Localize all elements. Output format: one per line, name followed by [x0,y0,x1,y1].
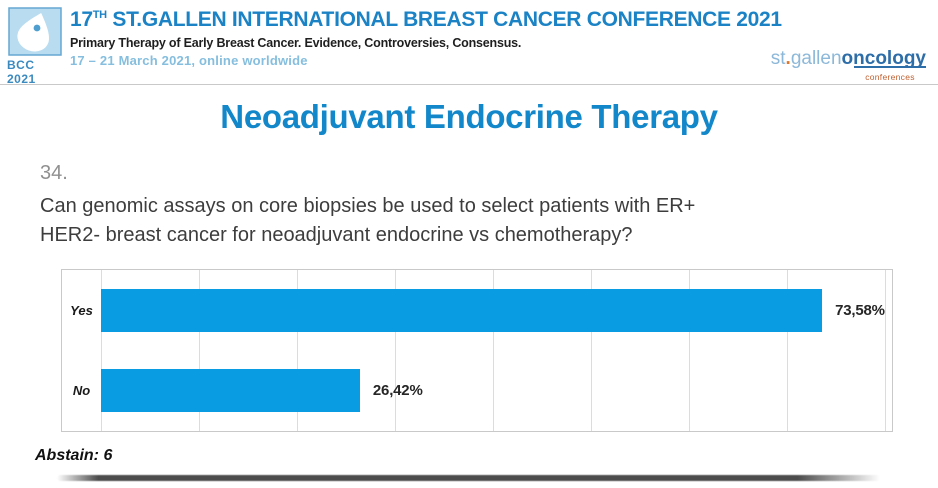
bcc-drop-icon [8,7,62,56]
bar-no [101,369,360,413]
abstain-count: Abstain: 6 [35,447,113,464]
gridline [297,270,298,431]
logo-text-gallen: gallen [790,48,842,69]
logo-text-conferences: conferences [865,72,915,82]
bcc-logo [8,7,62,56]
category-labels: Yes No [62,270,101,431]
category-label-yes: Yes [70,302,93,318]
conference-title-rest: ST.GALLEN INTERNATIONAL BREAST CANCER CO… [106,8,782,31]
gridline [591,270,592,431]
stgallen-oncology-logo: st.gallenoncology conferences [771,49,926,84]
conference-title-ordinal: TH [92,9,107,21]
bar-yes [101,288,823,332]
gridline [395,270,396,431]
question-number: 34. [40,162,68,184]
logo-text-oncology: oncology [841,48,926,69]
logo-underline: conferences [854,66,926,84]
logo-dot: . [785,48,791,69]
slide-title: Neoadjuvant Endocrine Therapy [220,98,718,135]
conference-dates: 17 – 21 March 2021, online worldwide [70,53,308,68]
bar-row-no: 26,42% [101,369,885,413]
category-label-no: No [72,383,91,399]
question-text: Can genomic assays on core biopsies be u… [40,192,800,250]
logo-text-st: st [770,48,786,69]
gridline [101,270,102,431]
bar-value-label-no: 26,42% [372,382,423,400]
conference-header: BCC 2021 17TH ST.GALLEN INTERNATIONAL BR… [0,0,938,86]
question-line-2: HER2- breast cancer for neoadjuvant endo… [40,224,633,246]
bottom-bar [57,475,880,481]
bcc-year-label: BCC 2021 [7,58,36,86]
gridline [199,270,200,431]
gridline [885,270,886,431]
bar-value-label-yes: 73,58% [835,301,885,319]
conference-title-number: 17 [70,8,93,31]
conference-title: 17TH ST.GALLEN INTERNATIONAL BREAST CANC… [70,8,782,32]
gridline [787,270,788,431]
conference-subtitle: Primary Therapy of Early Breast Cancer. … [70,36,522,50]
bar-row-yes: 73,58% [101,288,885,332]
poll-bar-chart: Yes No 73,58% 26,42% [61,269,893,432]
gridline [689,270,690,431]
question-line-1: Can genomic assays on core biopsies be u… [40,195,696,217]
gridline [493,270,494,431]
bar-plot: 73,58% 26,42% [101,270,886,431]
